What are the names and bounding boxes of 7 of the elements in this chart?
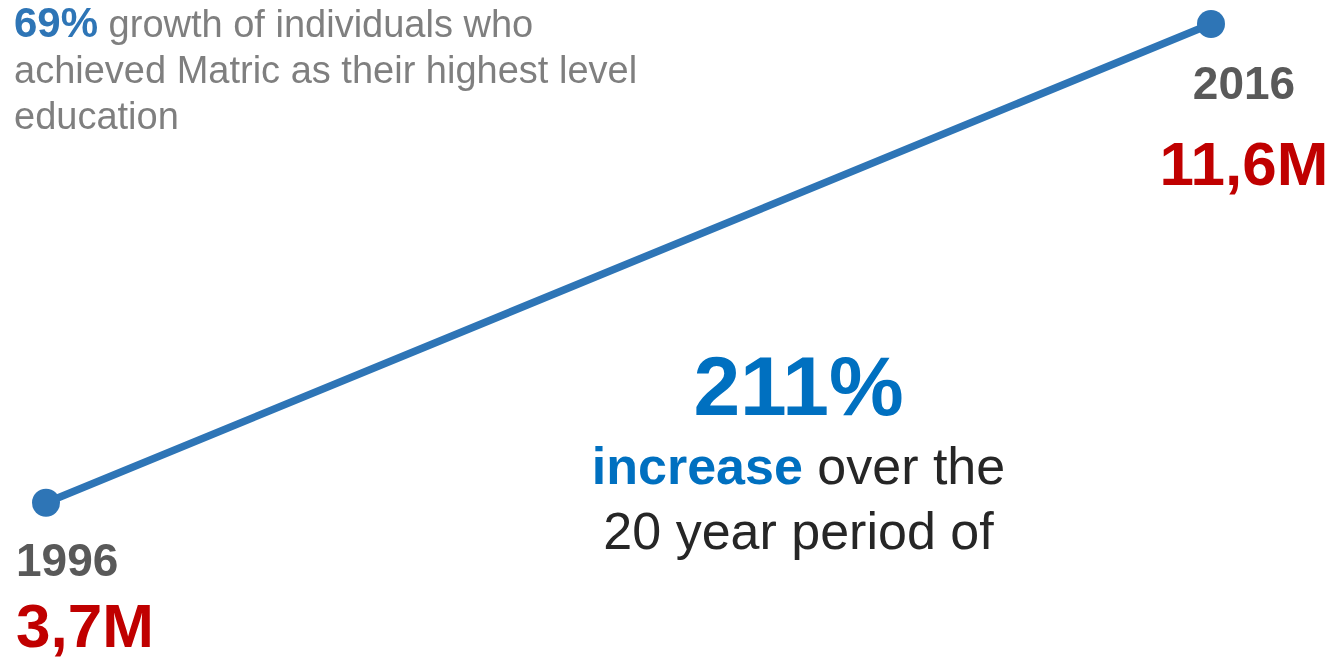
annotation: 2016 (1192, 57, 1296, 109)
data-label: 11,6M (1159, 129, 1329, 198)
text: 1996 (16, 533, 119, 586)
annotation: 69% growth of individuals who achieved Matric as their highest level education (14, 0, 638, 137)
annotation: 211% (693, 339, 904, 433)
annotation: increase over the 20 year period of (591, 437, 1006, 560)
data-label: 3,7M (16, 590, 154, 660)
